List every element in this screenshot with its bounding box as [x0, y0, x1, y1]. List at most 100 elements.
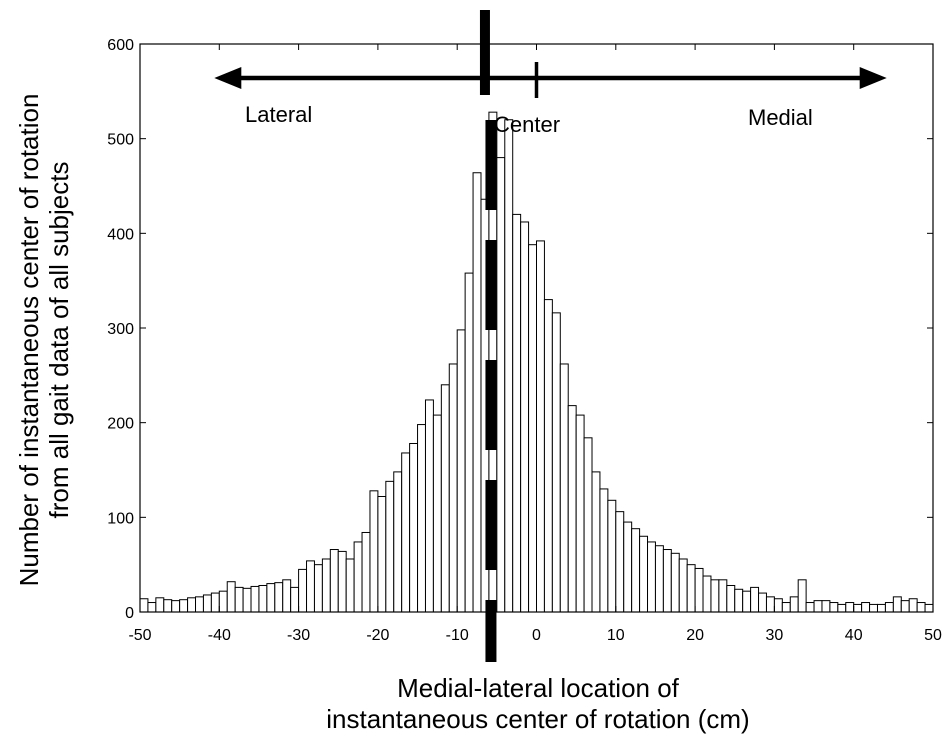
histogram-bar	[924, 603, 934, 613]
histogram-bar	[353, 541, 363, 613]
histogram-bar	[583, 437, 593, 613]
histogram-bar	[393, 471, 403, 613]
x-tick-label: 20	[686, 627, 704, 644]
histogram-bar	[202, 594, 212, 613]
histogram-bar	[623, 521, 633, 613]
annotation-lateral: Lateral	[245, 102, 312, 127]
histogram-bar	[155, 597, 165, 613]
histogram-bar	[694, 567, 704, 613]
histogram-bars	[139, 111, 934, 613]
histogram-bar	[892, 596, 902, 613]
histogram-bar	[742, 590, 752, 613]
histogram-bar	[424, 399, 434, 613]
dashed-reference-line	[479, 10, 497, 662]
histogram-bar	[861, 602, 871, 613]
x-tick-label: 10	[607, 627, 625, 644]
x-tick-label: -40	[208, 627, 231, 644]
histogram-bar	[401, 452, 411, 613]
y-tick-label: 500	[107, 132, 134, 149]
histogram-bar	[869, 603, 878, 613]
histogram-bar	[829, 602, 839, 613]
histogram-bar	[147, 602, 157, 613]
histogram-bar	[702, 575, 712, 613]
histogram-bar	[908, 598, 918, 613]
histogram-bar	[607, 499, 617, 613]
x-tick-label: 0	[532, 627, 541, 644]
histogram-bar	[274, 582, 284, 613]
histogram-bar	[639, 535, 649, 613]
histogram-bar	[551, 312, 561, 613]
x-tick-label: 50	[924, 627, 942, 644]
histogram-bar	[758, 592, 767, 613]
histogram-bar	[218, 590, 228, 613]
histogram-bar	[290, 586, 300, 613]
y-axis-title-line2: from all gait data of all subjects	[44, 162, 74, 519]
histogram-bar	[543, 299, 553, 613]
x-axis-ticks: -50 -40 -30 -20 -10 0 10 20 30 40 50	[128, 44, 942, 644]
histogram-bar	[575, 414, 585, 613]
histogram-bar	[520, 221, 530, 613]
histogram-bar	[797, 579, 807, 613]
histogram-bar	[345, 558, 355, 613]
histogram-bar	[845, 602, 855, 613]
histogram-bar	[805, 602, 815, 613]
histogram-bar	[417, 424, 426, 613]
histogram-bar	[781, 602, 791, 613]
x-tick-label: 40	[845, 627, 863, 644]
y-axis-ticks: 0 100 200 300 400 500 600	[107, 37, 933, 622]
histogram-bar	[187, 597, 197, 613]
histogram-bar	[409, 442, 419, 613]
y-axis-title-line1: Number of instantaneous center of rotati…	[14, 94, 44, 587]
histogram-bar	[313, 564, 323, 613]
histogram-bar	[210, 592, 220, 613]
histogram-bar	[678, 558, 688, 613]
histogram-bar	[916, 602, 926, 613]
histogram-bar	[139, 598, 149, 613]
histogram-bar	[821, 600, 831, 613]
histogram-bar	[321, 558, 331, 613]
histogram-bar	[884, 602, 894, 613]
x-tick-label: 30	[766, 627, 784, 644]
histogram-bar	[440, 384, 450, 613]
histogram-bar	[789, 596, 799, 613]
histogram-bar	[528, 244, 538, 613]
histogram-bar	[258, 584, 268, 613]
histogram-bar	[226, 581, 236, 613]
x-tick-label: -50	[128, 627, 151, 644]
histogram-bar	[536, 240, 545, 613]
histogram-bar	[647, 541, 656, 613]
histogram-bar	[306, 560, 315, 613]
histogram-bar	[773, 598, 783, 613]
histogram-bar	[266, 583, 276, 613]
histogram-bar	[876, 603, 886, 613]
histogram-bar	[250, 585, 260, 613]
histogram-bar	[615, 511, 625, 613]
histogram-bar	[432, 414, 442, 613]
histogram-bar	[163, 599, 173, 613]
histogram-bar	[456, 329, 466, 613]
arrow-head-left	[214, 67, 242, 89]
histogram-bar	[472, 172, 482, 613]
histogram-bar	[853, 603, 863, 613]
y-tick-label: 200	[107, 416, 134, 433]
histogram-bar	[662, 549, 672, 613]
histogram-bar	[686, 564, 696, 613]
histogram-bar	[718, 579, 728, 613]
x-axis-title-line1: Medial-lateral location of	[397, 673, 680, 703]
histogram-bar	[631, 528, 641, 613]
y-tick-label: 400	[107, 226, 134, 243]
lateral-medial-arrow	[214, 62, 887, 98]
histogram-bar	[242, 587, 252, 613]
histogram-bar	[837, 603, 847, 613]
arrow-head-right	[859, 67, 887, 89]
histogram-bar	[734, 588, 744, 613]
annotation-medial: Medial	[748, 105, 813, 130]
histogram-bar	[765, 596, 775, 613]
histogram-bar	[195, 596, 204, 613]
x-tick-label: -10	[446, 627, 469, 644]
histogram-bar	[337, 550, 347, 613]
histogram-bar	[567, 405, 577, 613]
histogram-bar	[512, 213, 522, 613]
x-tick-label: -30	[287, 627, 310, 644]
